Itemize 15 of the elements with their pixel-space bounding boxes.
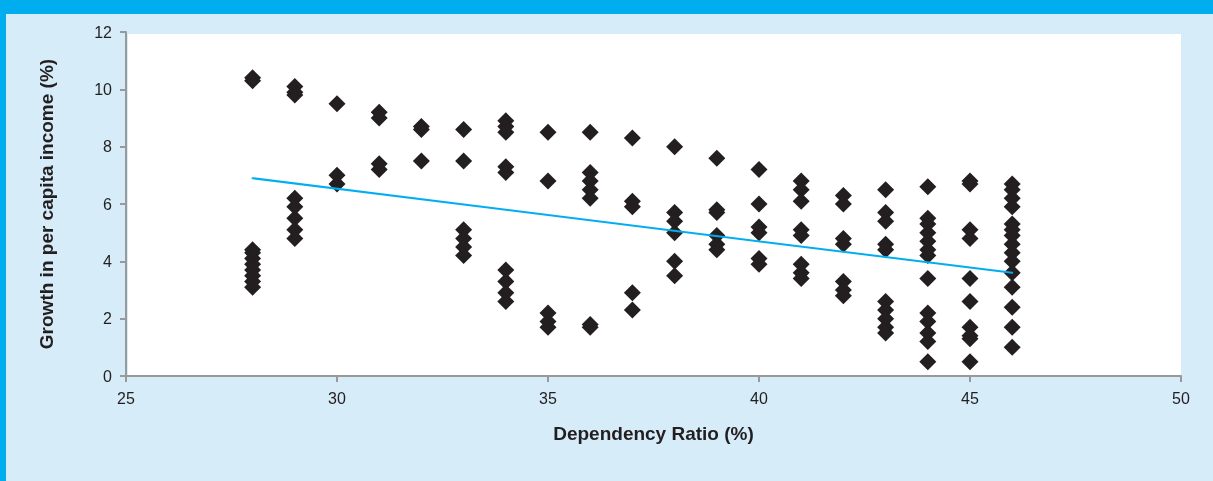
y-axis-title: Growth in per capita income (%): [36, 58, 57, 350]
y-tick-label: 12: [94, 23, 113, 41]
x-tick-label: 45: [961, 389, 979, 407]
y-tick-label: 10: [94, 80, 113, 98]
y-tick-label: 4: [103, 252, 113, 270]
x-tick-label: 40: [750, 389, 768, 407]
y-tick-label: 8: [103, 138, 113, 156]
x-tick-label: 25: [117, 389, 135, 407]
x-tick-label: 50: [1172, 389, 1190, 407]
x-tick-label: 35: [539, 389, 557, 407]
y-tick-label: 0: [103, 367, 113, 385]
x-axis-title: Dependency Ratio (%): [553, 423, 754, 444]
x-tick-label: 30: [328, 389, 346, 407]
y-tick-label: 2: [103, 310, 113, 328]
y-tick-label: 6: [103, 195, 113, 213]
